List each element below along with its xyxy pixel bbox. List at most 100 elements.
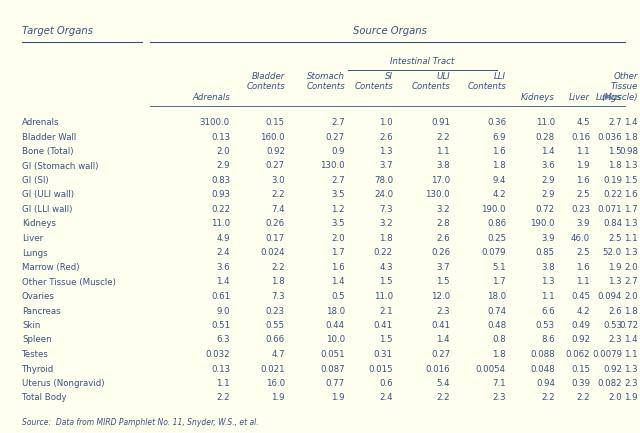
Text: 0.17: 0.17 [266,234,285,243]
Text: 2.2: 2.2 [436,394,450,403]
Text: 1.6: 1.6 [577,263,590,272]
Text: 0.5: 0.5 [332,292,345,301]
Text: 0.48: 0.48 [487,321,506,330]
Text: 4.9: 4.9 [216,234,230,243]
Text: 0.22: 0.22 [603,191,622,200]
Text: 2.3: 2.3 [609,336,622,345]
Text: 7.4: 7.4 [271,205,285,214]
Text: 1.2: 1.2 [332,205,345,214]
Text: 3.5: 3.5 [332,220,345,229]
Text: 1.1: 1.1 [436,147,450,156]
Text: Liver: Liver [22,234,43,243]
Text: 0.024: 0.024 [260,249,285,258]
Text: 0.087: 0.087 [321,365,345,374]
Text: 2.2: 2.2 [216,394,230,403]
Text: 11.0: 11.0 [374,292,393,301]
Text: 190.0: 190.0 [531,220,555,229]
Text: Contents: Contents [246,82,285,91]
Text: 5.1: 5.1 [492,263,506,272]
Text: 0.27: 0.27 [326,132,345,142]
Text: 1.0: 1.0 [380,118,393,127]
Text: 0.22: 0.22 [211,205,230,214]
Text: Skin: Skin [22,321,40,330]
Text: 2.0: 2.0 [625,263,638,272]
Text: 0.66: 0.66 [266,336,285,345]
Text: 10.0: 10.0 [326,336,345,345]
Text: 0.015: 0.015 [369,365,393,374]
Text: 1.8: 1.8 [625,132,638,142]
Text: 1.3: 1.3 [625,220,638,229]
Text: 3.6: 3.6 [216,263,230,272]
Text: 17.0: 17.0 [431,176,450,185]
Text: 1.4: 1.4 [436,336,450,345]
Text: GI (SI): GI (SI) [22,176,49,185]
Text: 1.7: 1.7 [492,278,506,287]
Text: 1.1: 1.1 [577,278,590,287]
Text: 11.0: 11.0 [211,220,230,229]
Text: 0.74: 0.74 [487,307,506,316]
Text: 3.9: 3.9 [577,220,590,229]
Text: 2.0: 2.0 [332,234,345,243]
Text: 1.4: 1.4 [216,278,230,287]
Text: Testes: Testes [22,350,49,359]
Text: 0.94: 0.94 [536,379,555,388]
Text: Thyroid: Thyroid [22,365,54,374]
Text: Contents: Contents [307,82,345,91]
Text: 0.23: 0.23 [571,205,590,214]
Text: GI (LLI wall): GI (LLI wall) [22,205,72,214]
Text: 2.0: 2.0 [625,292,638,301]
Text: 0.0079: 0.0079 [592,350,622,359]
Text: 2.6: 2.6 [436,234,450,243]
Text: 0.25: 0.25 [487,234,506,243]
Text: 0.22: 0.22 [374,249,393,258]
Text: 3.0: 3.0 [271,176,285,185]
Text: 0.83: 0.83 [211,176,230,185]
Text: 1.4: 1.4 [332,278,345,287]
Text: 2.2: 2.2 [541,394,555,403]
Text: 2.9: 2.9 [541,176,555,185]
Text: 1.4: 1.4 [625,336,638,345]
Text: 1.3: 1.3 [625,365,638,374]
Text: 0.92: 0.92 [571,336,590,345]
Text: 1.1: 1.1 [577,147,590,156]
Text: 0.15: 0.15 [266,118,285,127]
Text: 0.92: 0.92 [603,365,622,374]
Text: 1.8: 1.8 [609,162,622,171]
Text: 1.1: 1.1 [216,379,230,388]
Text: 0.41: 0.41 [431,321,450,330]
Text: 2.2: 2.2 [436,132,450,142]
Text: 0.082: 0.082 [597,379,622,388]
Text: 0.13: 0.13 [211,132,230,142]
Text: 2.5: 2.5 [577,191,590,200]
Text: Bladder Wall: Bladder Wall [22,132,76,142]
Text: 3.6: 3.6 [541,162,555,171]
Text: 0.8: 0.8 [492,336,506,345]
Text: 3.9: 3.9 [541,234,555,243]
Text: 12.0: 12.0 [431,292,450,301]
Text: 1.3: 1.3 [625,249,638,258]
Text: Other: Other [614,72,638,81]
Text: 2.6: 2.6 [609,307,622,316]
Text: 6.6: 6.6 [541,307,555,316]
Text: 1.9: 1.9 [577,162,590,171]
Text: Bone (Total): Bone (Total) [22,147,74,156]
Text: 1.6: 1.6 [625,191,638,200]
Text: 2.9: 2.9 [541,191,555,200]
Text: 1.8: 1.8 [625,307,638,316]
Text: Stomach: Stomach [307,72,345,81]
Text: 3.2: 3.2 [380,220,393,229]
Text: 9.4: 9.4 [493,176,506,185]
Text: 0.45: 0.45 [571,292,590,301]
Text: Spleen: Spleen [22,336,52,345]
Text: Lungs: Lungs [22,249,47,258]
Text: 2.7: 2.7 [625,278,638,287]
Text: 1.5: 1.5 [380,336,393,345]
Text: Total Body: Total Body [22,394,67,403]
Text: 0.0054: 0.0054 [476,365,506,374]
Text: 0.77: 0.77 [326,379,345,388]
Text: 0.51: 0.51 [211,321,230,330]
Text: 0.53: 0.53 [603,321,622,330]
Text: 3.5: 3.5 [332,191,345,200]
Text: 2.0: 2.0 [216,147,230,156]
Text: 24.0: 24.0 [374,191,393,200]
